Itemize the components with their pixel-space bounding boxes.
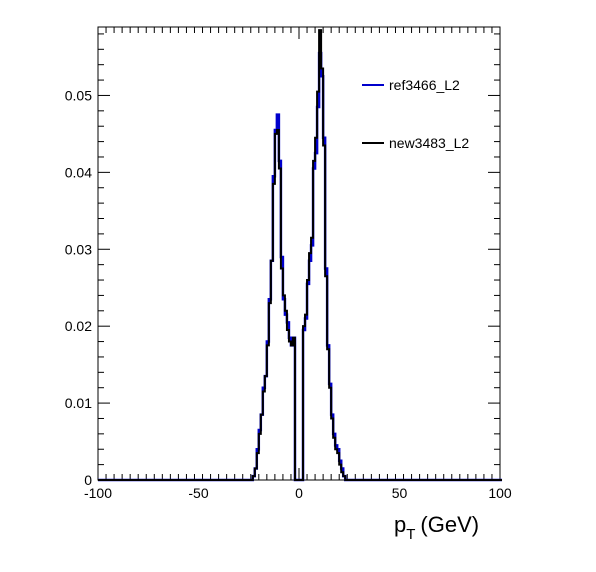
- legend-label-ref: ref3466_L2: [389, 77, 460, 93]
- x-tick-label: 0: [295, 485, 303, 501]
- y-tick-label: 0.01: [65, 395, 92, 411]
- legend-label-new: new3483_L2: [389, 135, 469, 151]
- y-tick-label: 0.04: [65, 164, 92, 180]
- x-axis-title-unit: (GeV): [420, 512, 479, 537]
- x-axis-title-sub: T: [406, 526, 415, 543]
- x-axis-title: pT (GeV): [394, 512, 479, 543]
- y-tick-label: 0.05: [65, 87, 92, 103]
- y-tick-label: 0: [84, 472, 92, 488]
- x-axis-ticks: -100 -50 0 50 100: [84, 27, 512, 501]
- x-tick-label: 50: [392, 485, 408, 501]
- y-tick-label: 0.02: [65, 318, 92, 334]
- series-line-ref3466_L2: [98, 51, 503, 482]
- y-axis-ticks: 0 0.01 0.02 0.03 0.04 0.05: [65, 33, 500, 488]
- plot-frame: [97, 26, 501, 481]
- x-axis-title-main: p: [394, 512, 406, 537]
- series-layer: [98, 29, 503, 482]
- legend: ref3466_L2 new3483_L2: [362, 77, 469, 151]
- series-line-new3483_L2: [98, 29, 503, 481]
- x-tick-label: -100: [84, 485, 112, 501]
- x-tick-label: 100: [488, 485, 512, 501]
- x-tick-label: -50: [188, 485, 208, 501]
- y-tick-label: 0.03: [65, 241, 92, 257]
